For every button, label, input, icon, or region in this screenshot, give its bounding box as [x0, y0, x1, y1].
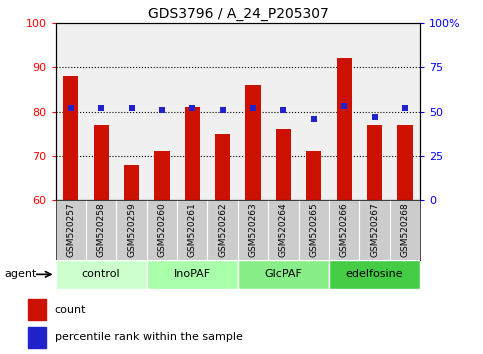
Bar — [63, 76, 78, 200]
Bar — [94, 125, 109, 200]
Bar — [337, 58, 352, 200]
Text: percentile rank within the sample: percentile rank within the sample — [55, 332, 242, 342]
Text: GSM520259: GSM520259 — [127, 203, 136, 257]
Bar — [154, 152, 170, 200]
Text: GSM520258: GSM520258 — [97, 203, 106, 257]
Text: GSM520261: GSM520261 — [188, 203, 197, 257]
Bar — [124, 165, 139, 200]
Text: GSM520262: GSM520262 — [218, 203, 227, 257]
Bar — [28, 299, 46, 320]
Bar — [28, 327, 46, 348]
Bar — [147, 260, 238, 289]
Bar — [367, 125, 382, 200]
Text: edelfosine: edelfosine — [346, 269, 403, 279]
Bar — [238, 260, 329, 289]
Bar — [276, 129, 291, 200]
Bar — [215, 133, 230, 200]
Text: GSM520257: GSM520257 — [66, 203, 75, 257]
Bar — [245, 85, 261, 200]
Text: GSM520260: GSM520260 — [157, 203, 167, 257]
Bar — [56, 260, 147, 289]
Text: GSM520266: GSM520266 — [340, 203, 349, 257]
Bar — [306, 152, 322, 200]
Title: GDS3796 / A_24_P205307: GDS3796 / A_24_P205307 — [147, 7, 328, 21]
Text: GSM520264: GSM520264 — [279, 203, 288, 257]
Bar — [329, 260, 420, 289]
Text: GSM520268: GSM520268 — [400, 203, 410, 257]
Text: GSM520267: GSM520267 — [370, 203, 379, 257]
Text: InoPAF: InoPAF — [174, 269, 211, 279]
Text: control: control — [82, 269, 120, 279]
Bar — [398, 125, 412, 200]
Text: agent: agent — [5, 269, 37, 279]
Text: GlcPAF: GlcPAF — [265, 269, 302, 279]
Text: GSM520265: GSM520265 — [309, 203, 318, 257]
Text: count: count — [55, 305, 86, 315]
Bar — [185, 107, 200, 200]
Text: GSM520263: GSM520263 — [249, 203, 257, 257]
